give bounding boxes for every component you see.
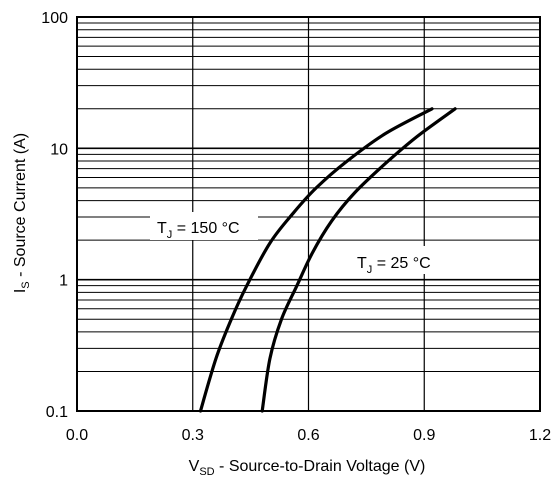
x-tick-label: 0.0	[66, 427, 88, 444]
series-label-150-rest: = 150 °C	[172, 220, 239, 237]
x-axis-label: VSD - Source-to-Drain Voltage (V)	[189, 458, 426, 478]
series-label-150-bg	[150, 212, 258, 240]
x-axis-label-sub: SD	[199, 466, 214, 478]
tick-labels: 0.0 0.3 0.6 0.9 1.2 0.1 1 10 100	[41, 10, 551, 444]
series-label-25-rest: = 25 °C	[372, 255, 430, 272]
y-tick-label: 0.1	[46, 404, 68, 421]
grid	[77, 17, 540, 411]
x-tick-label: 1.2	[529, 427, 551, 444]
x-tick-label: 0.9	[413, 427, 435, 444]
y-axis-label: IS - Source Current (A)	[12, 133, 32, 293]
y-tick-label: 100	[41, 10, 68, 27]
series-label-25: TJ = 25 °C	[357, 255, 431, 276]
y-axis-label-main: I	[12, 289, 29, 293]
y-tick-label: 10	[50, 141, 68, 158]
series-label-150-main: T	[157, 220, 167, 237]
series-label-150: TJ = 150 °C	[157, 220, 240, 241]
curves	[150, 107, 457, 413]
plot-frame	[76, 16, 541, 412]
series-label-25-bg	[350, 246, 446, 274]
x-tick-label: 0.3	[182, 427, 204, 444]
x-axis-label-main: V	[189, 458, 200, 475]
series-line-1	[260, 107, 457, 413]
y-axis-label-sub: S	[20, 281, 32, 288]
x-axis-label-rest: - Source-to-Drain Voltage (V)	[215, 458, 426, 475]
series-label-25-sub: J	[367, 264, 373, 276]
series-label-25-main: T	[357, 255, 367, 272]
x-tick-label: 0.6	[297, 427, 319, 444]
series-label-150-sub: J	[167, 229, 173, 241]
y-axis-label-rest: - Source Current (A)	[12, 133, 29, 281]
y-tick-label: 1	[59, 273, 68, 290]
series-line-0	[198, 107, 434, 413]
